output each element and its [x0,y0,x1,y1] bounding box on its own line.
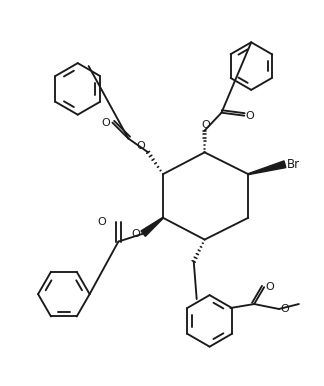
Text: O: O [280,304,289,314]
Text: O: O [265,282,274,292]
Polygon shape [141,217,163,236]
Text: O: O [245,111,254,121]
Text: O: O [201,120,210,130]
Text: Br: Br [287,158,300,171]
Polygon shape [248,161,286,174]
Text: O: O [98,217,107,227]
Text: O: O [132,229,140,239]
Text: O: O [102,118,110,128]
Text: O: O [136,141,145,151]
